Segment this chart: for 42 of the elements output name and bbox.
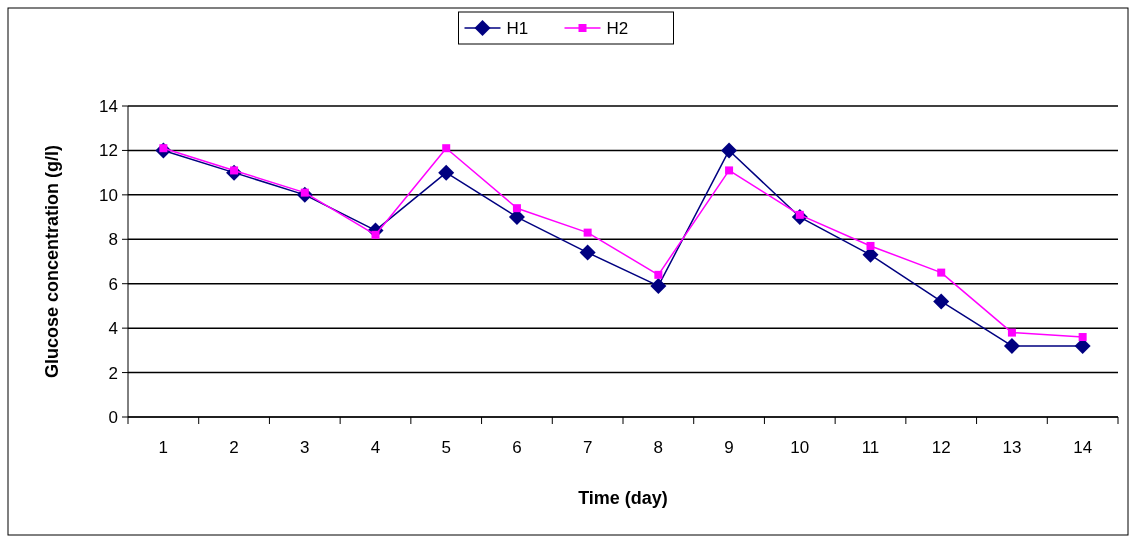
point — [438, 164, 455, 181]
point — [1007, 328, 1016, 337]
x-tick-label: 8 — [653, 438, 664, 457]
x-tick-label: 11 — [861, 438, 880, 457]
point — [1003, 337, 1020, 354]
x-tick-label: 13 — [1002, 438, 1022, 457]
point — [583, 228, 592, 237]
point — [650, 277, 667, 294]
x-tick-label: 1 — [158, 438, 169, 457]
y-tick-label: 8 — [108, 230, 118, 250]
point — [937, 268, 946, 277]
legend-label: H2 — [606, 18, 629, 38]
x-tick-label: 3 — [300, 438, 310, 457]
point — [512, 204, 521, 213]
x-tick-label: 6 — [512, 438, 522, 457]
x-tick-label: 5 — [441, 438, 451, 457]
point — [579, 244, 596, 261]
x-tick-label: 7 — [582, 438, 593, 457]
x-axis-title: Time (day) — [578, 488, 668, 508]
x-tick-label: 2 — [229, 438, 239, 457]
legend-label: H1 — [506, 18, 529, 38]
x-tick-label: 9 — [724, 438, 734, 457]
x-tick-label: 10 — [790, 438, 810, 457]
point — [654, 270, 663, 279]
y-tick-label: 6 — [108, 274, 118, 294]
x-tick-label: 4 — [370, 438, 381, 457]
point — [1078, 333, 1087, 342]
point — [442, 144, 451, 153]
point — [866, 241, 875, 250]
y-tick-label: 10 — [99, 185, 118, 205]
point — [371, 230, 380, 239]
y-tick-label: 0 — [108, 407, 118, 427]
point — [721, 142, 738, 159]
y-tick-label: 4 — [108, 319, 118, 339]
x-tick-label: 12 — [931, 438, 951, 457]
y-axis-title: Glucose concentration (g/l) — [42, 144, 62, 379]
y-tick-label: 14 — [99, 96, 118, 116]
y-tick-label: 2 — [108, 363, 118, 383]
point — [933, 293, 950, 310]
x-tick-label: 14 — [1073, 438, 1093, 457]
point — [725, 166, 734, 175]
y-tick-label: 12 — [99, 141, 118, 161]
